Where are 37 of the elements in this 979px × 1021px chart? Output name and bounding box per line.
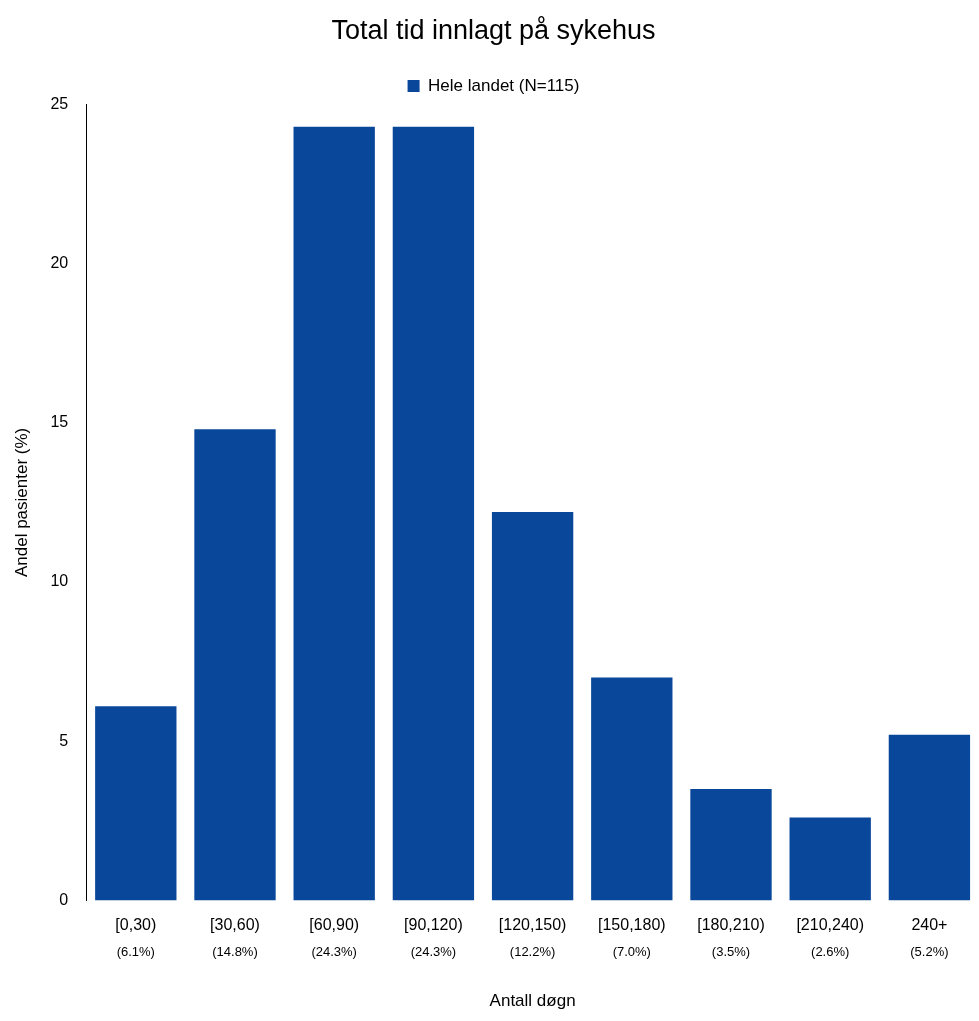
x-tick-label: [180,210): [697, 916, 765, 934]
y-tick-label: 0: [59, 890, 69, 908]
chart-title: Total tid innlagt på sykehus: [331, 14, 656, 45]
data-label: (2.6%): [811, 943, 850, 959]
y-tick-label: 5: [59, 731, 69, 749]
x-tick-label: [210,240): [796, 916, 864, 934]
data-label: (5.2%): [910, 943, 949, 959]
data-label: (14.8%): [212, 943, 258, 959]
bar: [789, 817, 871, 901]
x-tick-label: [0,30): [115, 916, 157, 934]
bar: [690, 788, 772, 901]
data-label: (24.3%): [311, 943, 357, 959]
y-tick-label: 10: [50, 572, 69, 590]
x-tick-label: 240+: [911, 916, 948, 934]
bar: [194, 429, 276, 901]
bar: [392, 126, 475, 901]
data-label: (3.5%): [711, 943, 751, 959]
bar: [491, 511, 574, 901]
x-tick-label: [120,150): [498, 916, 567, 934]
y-tick-label: 15: [50, 413, 69, 431]
bar: [95, 706, 177, 901]
x-tick-label: [60,90): [309, 916, 360, 934]
bar: [591, 677, 673, 901]
data-label: (7.0%): [612, 943, 651, 959]
x-axis-title: Antall døgn: [489, 991, 576, 1011]
data-label: (12.2%): [509, 943, 556, 959]
bar: [293, 126, 375, 901]
x-tick-label: [150,180): [597, 916, 666, 934]
data-label: (6.1%): [116, 943, 155, 959]
y-tick-label: 25: [50, 94, 69, 112]
y-axis-title: Andel pasienter (%): [11, 427, 31, 578]
x-tick-label: [90,120): [404, 916, 463, 934]
y-tick-label: 20: [50, 254, 69, 272]
bar: [888, 734, 971, 901]
legend-label: Hele landet (N=115): [428, 75, 580, 95]
x-tick-label: [30,60): [210, 916, 260, 934]
data-label: (24.3%): [410, 943, 457, 959]
